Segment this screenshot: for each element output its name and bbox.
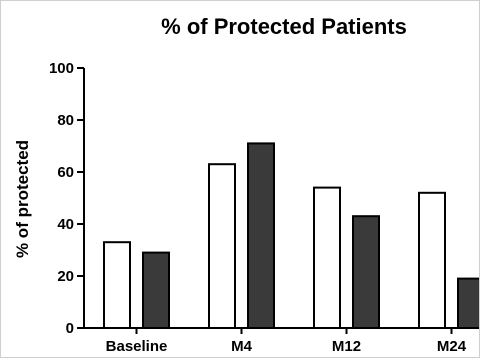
y-tick-label: 0 xyxy=(66,320,74,337)
y-tick-label: 40 xyxy=(57,216,74,233)
bar xyxy=(457,277,479,330)
x-category-label: M4 xyxy=(231,338,252,355)
bar xyxy=(418,191,446,329)
bar xyxy=(208,163,236,329)
plot-area: 0 20 40 60 80 100 Baseline M4 M12 M24 xyxy=(49,60,479,355)
y-tick-label: 100 xyxy=(49,60,74,77)
y-tick-label: 20 xyxy=(57,268,74,285)
bar xyxy=(313,186,341,329)
y-tick-label: 60 xyxy=(57,164,74,181)
x-category-label: Baseline xyxy=(106,338,168,355)
bar xyxy=(103,241,131,329)
x-category-label: M24 xyxy=(437,338,467,355)
bar xyxy=(142,251,170,330)
bar xyxy=(247,142,275,329)
chart-title: % of Protected Patients xyxy=(161,14,407,39)
y-tick-label: 80 xyxy=(57,112,74,129)
y-axis-label: % of protected xyxy=(13,140,32,258)
x-category-label: M12 xyxy=(332,338,361,355)
bar xyxy=(352,215,380,329)
